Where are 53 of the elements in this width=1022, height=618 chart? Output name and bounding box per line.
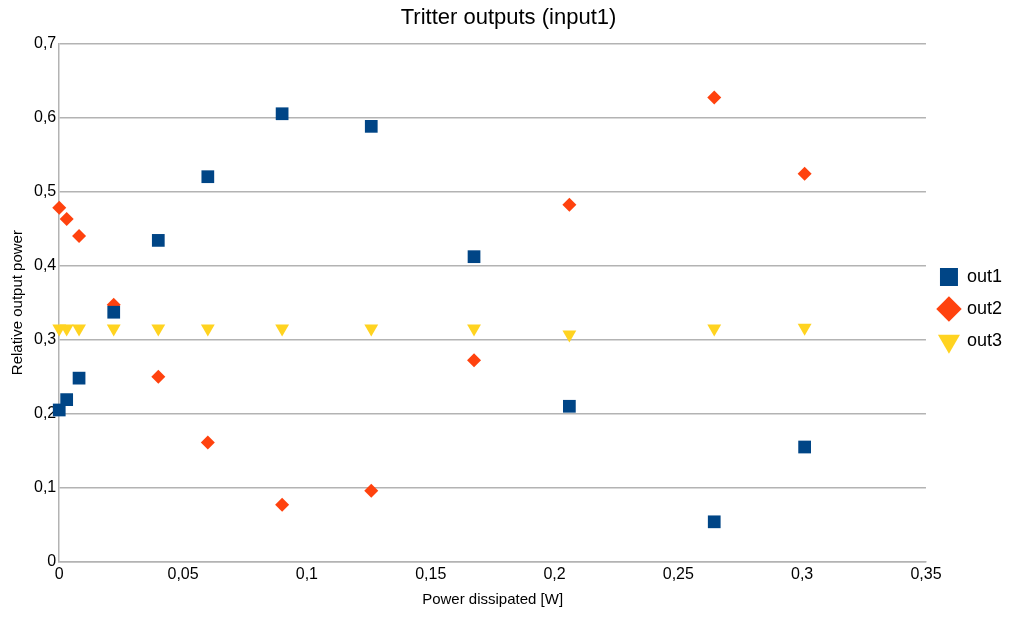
x-axis-title: Power dissipated [W]	[422, 590, 564, 608]
point	[275, 497, 290, 512]
legend-label: out3	[966, 329, 1003, 350]
y-tick-label: 0,3	[33, 330, 57, 348]
point	[364, 324, 379, 337]
point	[200, 435, 215, 450]
point	[707, 90, 722, 105]
point	[200, 324, 215, 337]
y-tick-label: 0,1	[33, 478, 57, 496]
y-axis-title: Relative output power	[8, 230, 26, 376]
x-tick-label: 0,1	[295, 564, 319, 582]
point	[467, 353, 482, 368]
y-tick-label: 0,5	[33, 181, 57, 199]
chart-title: Tritter outputs (input1)	[400, 4, 617, 30]
x-tick-label: 0,35	[910, 564, 942, 582]
point	[707, 324, 722, 337]
point	[275, 324, 290, 337]
point	[364, 483, 379, 498]
point	[151, 369, 166, 384]
y-tick-label: 0,4	[33, 255, 57, 273]
legend-label: out2	[966, 297, 1003, 318]
point	[275, 107, 289, 121]
point	[562, 330, 577, 343]
y-tick-label: 0	[47, 552, 57, 570]
x-tick-label: 0,3	[791, 564, 814, 582]
point	[797, 323, 812, 336]
point	[72, 228, 87, 243]
point	[201, 170, 215, 184]
point	[72, 324, 86, 337]
point	[562, 197, 577, 212]
point	[106, 324, 121, 337]
point	[60, 393, 74, 406]
point	[59, 324, 74, 337]
point	[707, 515, 721, 529]
x-tick-label: 0,15	[415, 564, 447, 582]
point	[563, 399, 576, 413]
legend-label: out1	[966, 265, 1003, 286]
y-tick-label: 0,7	[33, 33, 57, 51]
point	[364, 119, 378, 133]
point	[467, 324, 481, 337]
point	[59, 211, 74, 226]
point	[72, 371, 86, 385]
y-tick-label: 0,6	[33, 107, 57, 125]
point	[467, 250, 481, 264]
point	[151, 324, 166, 337]
point	[797, 166, 812, 181]
x-tick-label: 0,2	[543, 564, 566, 582]
x-tick-label: 0,05	[167, 564, 199, 582]
point	[798, 440, 811, 454]
point	[52, 200, 67, 215]
point	[151, 234, 165, 247]
x-tick-label: 0,25	[662, 564, 694, 582]
point	[107, 305, 121, 319]
